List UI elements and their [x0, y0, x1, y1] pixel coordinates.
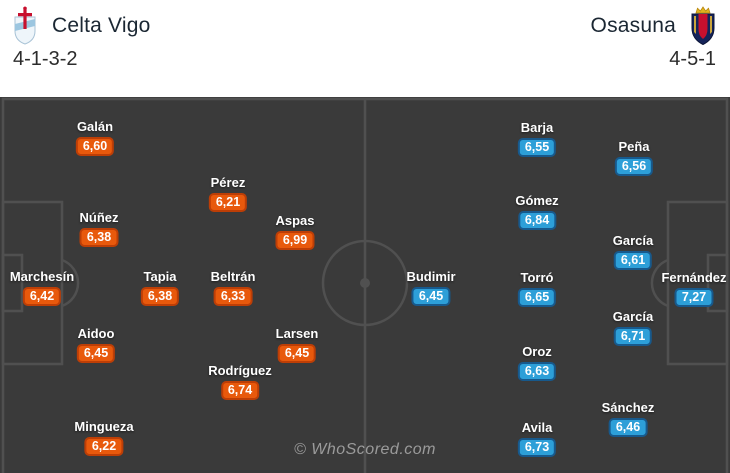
player-home[interactable]: Tapia 6,38 [140, 269, 180, 306]
player-rating-badge[interactable]: 6,45 [76, 344, 116, 363]
player-rating-badge[interactable]: 6,63 [517, 362, 557, 381]
player-rating-badge[interactable]: 6,61 [613, 251, 653, 270]
player-rating-badge[interactable]: 6,46 [608, 418, 648, 437]
player-away[interactable]: Budimir 6,45 [406, 269, 456, 306]
player-home[interactable]: Pérez 6,21 [208, 175, 248, 212]
celta-vigo-crest-icon [14, 6, 36, 45]
player-rating-badge[interactable]: 6,38 [140, 287, 180, 306]
home-formation: 4-1-3-2 [13, 48, 78, 70]
player-name-label: Rodríguez [208, 363, 272, 378]
player-rating-badge[interactable]: 6,42 [22, 287, 62, 306]
player-home[interactable]: Aidoo 6,45 [76, 326, 116, 363]
away-team-name[interactable]: Osasuna [590, 14, 676, 37]
player-home[interactable]: Larsen 6,45 [275, 326, 319, 363]
player-name-label: Núñez [79, 210, 119, 225]
pitch: Marchesín 6,42 Galán 6,60 Núñez 6,38 Aidoo 6,45… [0, 97, 730, 473]
pitch-markings [1, 97, 729, 473]
player-rating-badge[interactable]: 6,99 [275, 231, 315, 250]
player-away[interactable]: Gómez 6,84 [515, 193, 559, 230]
player-name-label: Galán [76, 119, 114, 134]
player-away[interactable]: Barja 6,55 [517, 120, 557, 157]
player-name-label: Budimir [406, 269, 456, 284]
player-rating-badge[interactable]: 6,22 [84, 437, 124, 456]
player-name-label: Beltrán [210, 269, 256, 284]
player-rating-badge[interactable]: 6,21 [208, 193, 248, 212]
player-name-label: Marchesín [9, 269, 75, 284]
player-rating-badge[interactable]: 6,56 [614, 157, 654, 176]
player-home[interactable]: Beltrán 6,33 [210, 269, 256, 306]
player-rating-badge[interactable]: 6,55 [517, 138, 557, 157]
player-home[interactable]: Aspas 6,99 [275, 213, 315, 250]
player-away[interactable]: Avila 6,73 [517, 420, 557, 457]
player-rating-badge[interactable]: 6,45 [277, 344, 317, 363]
player-away[interactable]: Oroz 6,63 [517, 344, 557, 381]
player-rating-badge[interactable]: 6,65 [517, 288, 557, 307]
player-name-label: Torró [520, 270, 554, 285]
player-away[interactable]: García 6,61 [613, 234, 653, 270]
player-rating-badge[interactable]: 6,38 [79, 228, 119, 247]
player-away[interactable]: Fernández 7,27 [661, 270, 727, 307]
match-header: Celta Vigo 4-1-3-2 Osasuna 4-5-1 [0, 0, 730, 97]
player-name-label: Gómez [515, 193, 559, 208]
player-rating-badge[interactable]: 6,84 [517, 211, 557, 230]
player-name-label: Mingueza [74, 419, 134, 434]
player-name-label: Aspas [275, 213, 315, 228]
player-rating-badge[interactable]: 6,71 [613, 327, 653, 346]
player-away[interactable]: Sánchez 6,46 [601, 400, 655, 437]
player-away[interactable]: García 6,71 [613, 310, 653, 346]
player-home[interactable]: Galán 6,60 [75, 119, 115, 156]
player-name-label: Larsen [275, 326, 319, 341]
osasuna-crest-icon [691, 6, 715, 46]
player-name-label: Oroz [522, 344, 552, 359]
player-name-label: García [612, 309, 654, 324]
player-rating-badge[interactable]: 6,45 [411, 287, 451, 306]
player-name-label: Fernández [661, 270, 727, 285]
player-name-label: Barja [520, 120, 554, 135]
player-name-label: Avila [521, 420, 553, 435]
player-name-label: Pérez [210, 175, 246, 190]
player-home[interactable]: Rodríguez 6,74 [208, 364, 272, 400]
player-rating-badge[interactable]: 7,27 [674, 288, 714, 307]
player-rating-badge[interactable]: 6,33 [213, 287, 253, 306]
player-home[interactable]: Mingueza 6,22 [74, 419, 134, 456]
player-home[interactable]: Núñez 6,38 [80, 211, 119, 247]
player-name-label: Sánchez [601, 400, 655, 415]
player-home[interactable]: Marchesín 6,42 [10, 270, 74, 306]
player-rating-badge[interactable]: 6,73 [517, 438, 557, 457]
home-team[interactable]: Celta Vigo [10, 6, 151, 46]
player-away[interactable]: Torró 6,65 [517, 270, 557, 307]
player-name-label: Aidoo [77, 326, 115, 341]
player-away[interactable]: Peña 6,56 [614, 139, 654, 176]
player-name-label: Peña [618, 139, 650, 154]
whoscored-watermark: © WhoScored.com [294, 441, 436, 458]
home-team-name[interactable]: Celta Vigo [52, 14, 151, 37]
player-rating-badge[interactable]: 6,60 [75, 137, 115, 156]
away-team[interactable]: Osasuna [591, 6, 718, 46]
player-name-label: García [612, 233, 654, 248]
player-name-label: Tapia [143, 269, 177, 284]
player-rating-badge[interactable]: 6,74 [220, 381, 260, 400]
away-formation: 4-5-1 [669, 48, 716, 70]
